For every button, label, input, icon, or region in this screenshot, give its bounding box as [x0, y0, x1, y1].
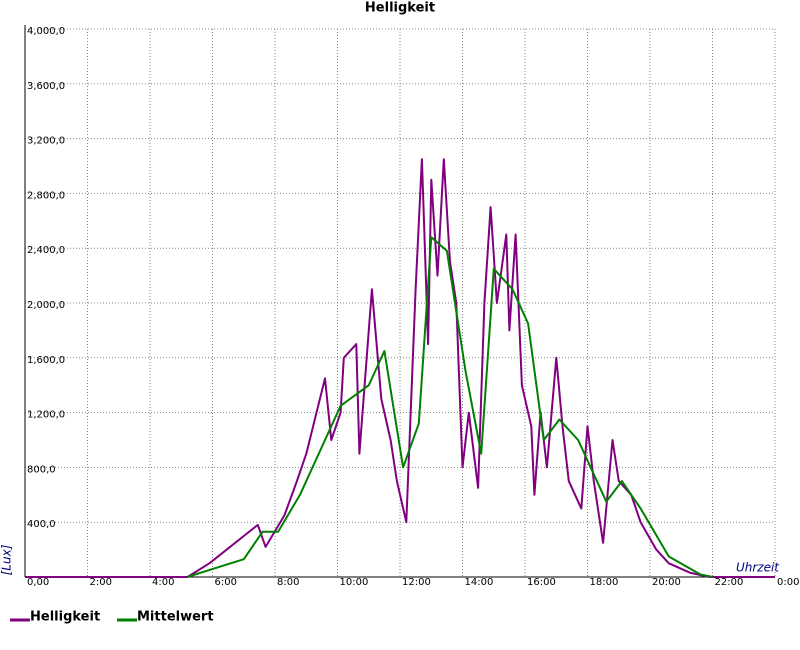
- x-tick-label: 6:00: [215, 577, 237, 588]
- chart-title: Helligkeit: [365, 1, 435, 16]
- y-tick-label: 1,600,0: [27, 355, 65, 366]
- y-tick-label: 800,0: [27, 464, 56, 475]
- x-tick-label: 18:00: [590, 577, 619, 588]
- x-tick-label: 0:00: [777, 577, 799, 588]
- x-tick-label: 20:00: [652, 577, 681, 588]
- data-line: [25, 158, 775, 578]
- y-tick-label: 3,200,0: [27, 136, 65, 147]
- y-tick-label: 2,800,0: [27, 190, 65, 201]
- x-tick-label: 14:00: [465, 577, 494, 588]
- x-tick-label: 16:00: [527, 577, 556, 588]
- x-tick-label: 0,00: [27, 577, 49, 588]
- y-tick-label: 400,0: [27, 519, 56, 530]
- y-tick-label: 2,400,0: [27, 245, 65, 256]
- x-tick-label: 10:00: [340, 577, 369, 588]
- y-tick-label: 4,000,0: [27, 26, 65, 37]
- x-tick-label: 2:00: [90, 577, 112, 588]
- y-tick-label: 1,200,0: [27, 410, 65, 421]
- x-tick-label: 4:00: [152, 577, 174, 588]
- x-tick-label: 22:00: [715, 577, 744, 588]
- x-axis-label: Uhrzeit: [736, 561, 780, 575]
- legend-label: Helligkeit: [30, 610, 100, 625]
- x-tick-label: 12:00: [402, 577, 431, 588]
- y-tick-label: 3,600,0: [27, 81, 65, 92]
- x-tick-label: 8:00: [277, 577, 299, 588]
- legend-label: Mittelwert: [137, 610, 214, 625]
- y-tick-label: 2,000,0: [27, 300, 65, 311]
- data-line: [187, 236, 713, 578]
- y-axis-label: [Lux]: [0, 544, 14, 575]
